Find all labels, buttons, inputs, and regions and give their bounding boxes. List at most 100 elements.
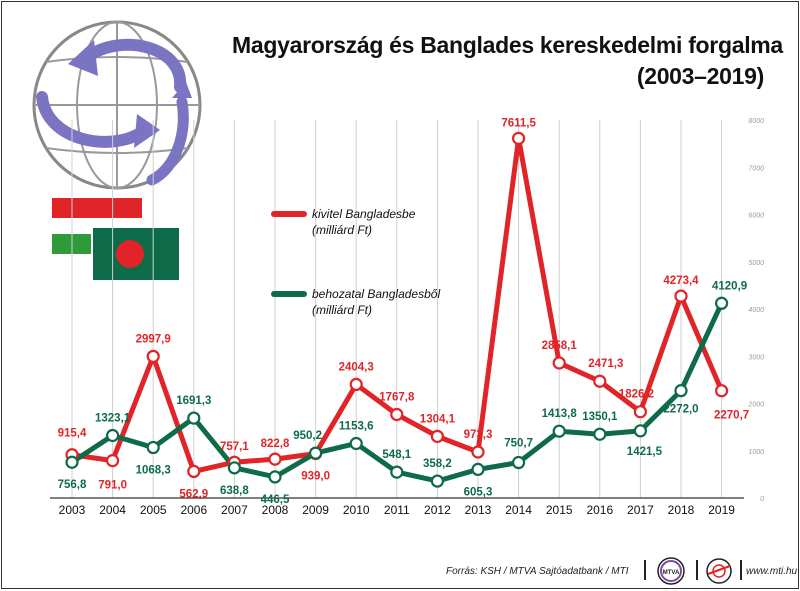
data-label: 2471,3 <box>588 358 623 370</box>
data-label: 757,1 <box>220 441 249 453</box>
data-point <box>146 349 160 363</box>
data-point <box>714 384 729 398</box>
data-point <box>349 436 363 451</box>
data-label: 791,0 <box>98 480 127 492</box>
data-label: 1350,1 <box>582 411 618 423</box>
grid <box>71 120 723 498</box>
y-tick-label: 6000 <box>748 213 764 220</box>
data-point <box>268 452 282 466</box>
data-label: 2404,3 <box>339 361 374 373</box>
data-point <box>674 289 688 303</box>
x-axis: 2003 2004 2005 2006 2007 2008 2009 2010 2011 2012… <box>50 497 744 517</box>
x-tick-label: 2005 <box>140 503 167 517</box>
data-point <box>187 411 201 425</box>
x-tick-label: 2013 <box>465 503 492 517</box>
data-point <box>187 464 201 479</box>
website-url: www.mti.hu <box>746 566 798 577</box>
data-point <box>349 377 363 391</box>
data-label: 1421,5 <box>627 446 663 458</box>
x-tick-label: 2019 <box>708 503 735 517</box>
data-label: 1826,2 <box>619 389 654 401</box>
data-point <box>146 440 160 455</box>
y-axis: 0 1000 2000 3000 4000 5000 6000 7000 8000 <box>747 118 764 503</box>
y-tick-label: 0 <box>760 496 764 503</box>
data-point <box>552 356 566 370</box>
data-label: 1304,1 <box>420 413 456 425</box>
data-label: 1767,8 <box>379 391 415 403</box>
data-point <box>65 455 79 469</box>
footer-divider <box>644 560 646 580</box>
x-tick-label: 2010 <box>343 503 370 517</box>
y-tick-label: 1000 <box>748 449 764 456</box>
chart-title: Magyarország és Banglades kereskedelmi f… <box>232 30 783 92</box>
legend: kivitel Bangladesbe (milliárd Ft) behozata… <box>271 207 440 317</box>
mtva-logo-text: MTVA <box>663 570 680 576</box>
bangladesh-flag-icon <box>91 226 181 282</box>
mtva-logo-icon: MTVA <box>657 557 685 585</box>
y-tick-label: 7000 <box>748 165 764 172</box>
data-label: 756,8 <box>58 479 87 491</box>
legend-unit: (milliárd Ft) <box>312 303 372 317</box>
data-point <box>430 429 444 443</box>
data-label: 973,3 <box>464 429 493 441</box>
data-label: 950,2 <box>293 430 322 442</box>
data-point <box>552 424 566 438</box>
data-label: 7611,5 <box>501 117 536 129</box>
x-tick-label: 2018 <box>668 503 695 517</box>
data-point <box>105 428 120 443</box>
y-tick-label: 2000 <box>747 402 764 409</box>
x-tick-label: 2007 <box>221 503 248 517</box>
y-tick-label: 5000 <box>748 260 764 267</box>
data-label: 2272,0 <box>663 404 698 416</box>
data-point <box>227 461 241 475</box>
data-label: 822,8 <box>261 438 290 450</box>
y-tick-label: 8000 <box>748 118 764 125</box>
data-point <box>674 384 688 398</box>
x-tick-label: 2017 <box>627 503 654 517</box>
data-point <box>390 465 404 479</box>
data-label: 562,9 <box>179 488 208 500</box>
series-layer: 915,4 791,0 2997,9 562,9 757,1 822,8 939,0 2404… <box>58 117 750 506</box>
y-tick-label: 4000 <box>748 307 764 314</box>
data-point <box>511 455 526 470</box>
title-line-2: (2003–2019) <box>636 63 764 89</box>
legend-label: kivitel Bangladesbe <box>312 207 416 221</box>
data-label: 638,8 <box>220 485 249 497</box>
data-label: 2858,1 <box>542 340 578 352</box>
legend-unit: (milliárd Ft) <box>312 223 372 237</box>
x-tick-label: 2016 <box>586 503 613 517</box>
title-line-1: Magyarország és Banglades kereskedelmi f… <box>232 32 783 58</box>
source-credit: Forrás: KSH / MTVA Sajtóadatbank / MTI <box>446 566 629 577</box>
data-point <box>471 462 485 476</box>
data-point <box>309 446 323 460</box>
data-label: 915,4 <box>58 428 87 440</box>
x-tick-label: 2015 <box>546 503 573 517</box>
data-label: 1691,3 <box>176 395 211 407</box>
data-label: 358,2 <box>423 458 452 470</box>
footer: Forrás: KSH / MTVA Sajtóadatbank / MTI M… <box>2 554 798 588</box>
footer-divider <box>740 560 742 580</box>
data-label: 548,1 <box>382 449 411 461</box>
x-tick-label: 2008 <box>262 503 289 517</box>
footer-divider <box>696 560 698 580</box>
data-label: 446,5 <box>261 494 290 506</box>
data-label: 2270,7 <box>714 410 749 422</box>
data-label: 1323,1 <box>95 412 131 424</box>
data-label: 1068,3 <box>136 465 171 477</box>
x-tick-label: 2003 <box>59 503 86 517</box>
data-point <box>430 474 444 488</box>
x-tick-label: 2014 <box>505 503 532 517</box>
data-point <box>105 454 120 468</box>
data-point <box>268 470 282 484</box>
x-tick-label: 2012 <box>424 503 451 517</box>
data-label: 605,3 <box>464 486 493 498</box>
x-tick-label: 2004 <box>99 503 126 517</box>
data-label: 2997,9 <box>136 333 171 345</box>
x-tick-label: 2006 <box>180 503 207 517</box>
x-tick-label: 2011 <box>384 503 410 517</box>
data-point <box>593 427 607 441</box>
data-point <box>633 424 648 438</box>
data-label: 4120,9 <box>712 280 747 292</box>
